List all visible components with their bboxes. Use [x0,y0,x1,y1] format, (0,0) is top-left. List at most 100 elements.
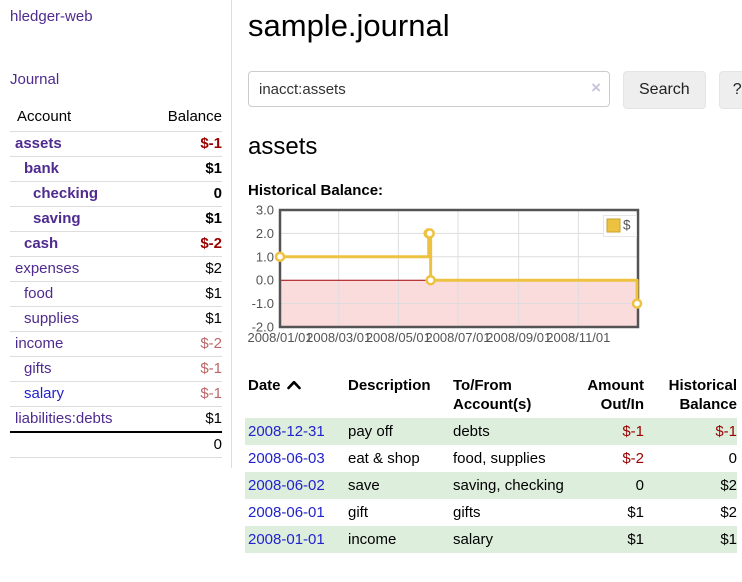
sidebar-account-link[interactable]: saving [33,210,81,227]
sidebar-account-link[interactable]: gifts [24,360,52,377]
account-name-cell: liabilities:debts [10,407,116,433]
transaction-amount: 0 [635,477,644,494]
chart-data-point [274,251,286,263]
column-header-description[interactable]: Description [348,377,431,394]
transaction-date-cell: 2008-01-01 [245,526,345,553]
transaction-amount: $1 [627,531,644,548]
transaction-description: income [348,531,397,548]
sidebar-account-link[interactable]: cash [24,235,59,252]
account-row: cash $-2 [10,231,222,257]
chart-y-tick-label: -1.0 [252,296,274,311]
balance-chart: 3.0 2.0 1.0 0.0 -1.0 -2.02008/01/012008/03/01… [247,203,643,345]
transaction-balance: $-1 [715,423,737,440]
transactions-header-row: Date Description To/From Account(s) Amou… [245,372,737,418]
account-balance: 0 [116,181,222,207]
account-name-cell: salary [10,381,116,407]
chart-y-tick-label: 3.0 [256,203,274,218]
account-row: bank $1 [10,156,222,182]
account-name-cell: bank [10,156,116,182]
accounts-header-row: Account Balance [10,105,222,132]
account-balance: $1 [116,156,222,182]
clear-search-icon[interactable]: × [591,78,601,97]
account-balance: $1 [116,281,222,307]
transactions-table: Date Description To/From Account(s) Amou… [245,372,737,553]
sidebar-account-link[interactable]: supplies [24,310,80,327]
sidebar-account-link[interactable]: assets [15,135,62,152]
chart-y-tick-label: -2.0 [252,320,274,335]
accounts-total-row: 0 [10,431,222,458]
chart-legend-swatch [606,218,621,233]
account-balance: $-2 [116,331,222,357]
account-name-cell: checking [10,181,116,207]
chart-data-point [424,228,435,239]
accounts-header-account: Account [10,105,116,132]
chart-container: 3.0 2.0 1.0 0.0 -1.0 -2.0 2008/01/01 2008/03/01… [247,203,742,356]
sidebar: hledger-web Journal Account Balance asse… [0,0,232,468]
transaction-date-cell: 2008-06-03 [245,445,345,472]
transaction-amount: $1 [627,504,644,521]
transaction-date-cell: 2008-12-31 [245,418,345,445]
search-input[interactable] [248,71,610,107]
account-row: expenses $2 [10,256,222,282]
sidebar-account-link[interactable]: bank [24,160,60,177]
search-box: × [248,71,610,107]
sidebar-account-link[interactable]: liabilities:debts [15,410,113,427]
account-row: gifts $-1 [10,356,222,382]
chart-legend-label: $ [623,218,631,233]
column-header-date-label: Date [248,377,281,394]
account-name-cell: income [10,331,116,357]
column-header-date[interactable]: Date [245,372,345,418]
transaction-date-link[interactable]: 2008-06-01 [248,504,325,521]
accounts-header-balance: Balance [116,105,222,132]
search-help-button[interactable]: ? [718,71,742,109]
transaction-date-cell: 2008-06-02 [245,472,345,499]
page-title: sample.journal [248,8,450,43]
transaction-description: gift [348,504,369,521]
sidebar-account-link[interactable]: food [24,285,54,302]
chart-y-tick-label: 1.0 [256,249,274,264]
chart-data-point [631,298,643,309]
accounts-total-value: 0 [116,431,222,458]
account-name-cell: food [10,281,116,307]
search-form: × Search ? [248,71,742,109]
sidebar-account-link[interactable]: salary [24,385,65,402]
account-heading: assets [248,133,318,160]
account-balance: $-1 [116,131,222,157]
transaction-balance: $2 [720,477,737,494]
transaction-accounts: gifts [453,504,481,521]
account-row: salary $-1 [10,381,222,407]
chart-x-tick-label: 2008/11/01 [546,330,610,345]
chart-x-tick-label: 2008/03/01 [306,330,371,345]
account-name-cell: cash [10,231,116,257]
chart-x-tick-label: 2008/09/01 [486,330,551,345]
transaction-balance: $2 [720,504,737,521]
sidebar-item-journal[interactable]: Journal [10,71,60,88]
account-row: liabilities:debts $1 [10,407,222,433]
transaction-row: 2008-06-03 eat & shop food, supplies $-2 0 [245,445,737,472]
transaction-date-link[interactable]: 2008-01-01 [248,531,325,548]
column-header-amount[interactable]: Amount Out/In [587,377,644,413]
account-balance: $1 [205,410,222,427]
transaction-row: 2008-06-02 save saving, checking 0 $2 [245,472,737,499]
account-balance: $-2 [116,231,222,257]
sidebar-account-link[interactable]: income [15,335,64,352]
account-row: income $-2 [10,331,222,357]
account-balance: $-1 [116,356,222,382]
chart-x-tick-label: 2008/01/01 [247,330,312,345]
transaction-accounts: food, supplies [453,450,546,467]
column-header-accounts[interactable]: To/From Account(s) [453,377,532,413]
transaction-date-link[interactable]: 2008-06-03 [248,450,325,467]
sidebar-account-link[interactable]: checking [33,185,99,202]
account-balance: $-1 [116,381,222,407]
search-button[interactable]: Search [623,71,706,109]
transaction-balance: 0 [728,450,737,467]
transaction-date-link[interactable]: 2008-12-31 [248,423,325,440]
sidebar-account-link[interactable]: expenses [15,260,80,277]
app-title-link[interactable]: hledger-web [10,8,93,25]
transaction-date-link[interactable]: 2008-06-02 [248,477,325,494]
account-name-cell: gifts [10,356,116,382]
column-header-balance[interactable]: Historical Balance [668,377,737,413]
transaction-row: 2008-06-01 gift gifts $1 $2 [245,499,737,526]
transaction-description: pay off [348,423,393,440]
chart-title: Historical Balance: [248,182,384,199]
